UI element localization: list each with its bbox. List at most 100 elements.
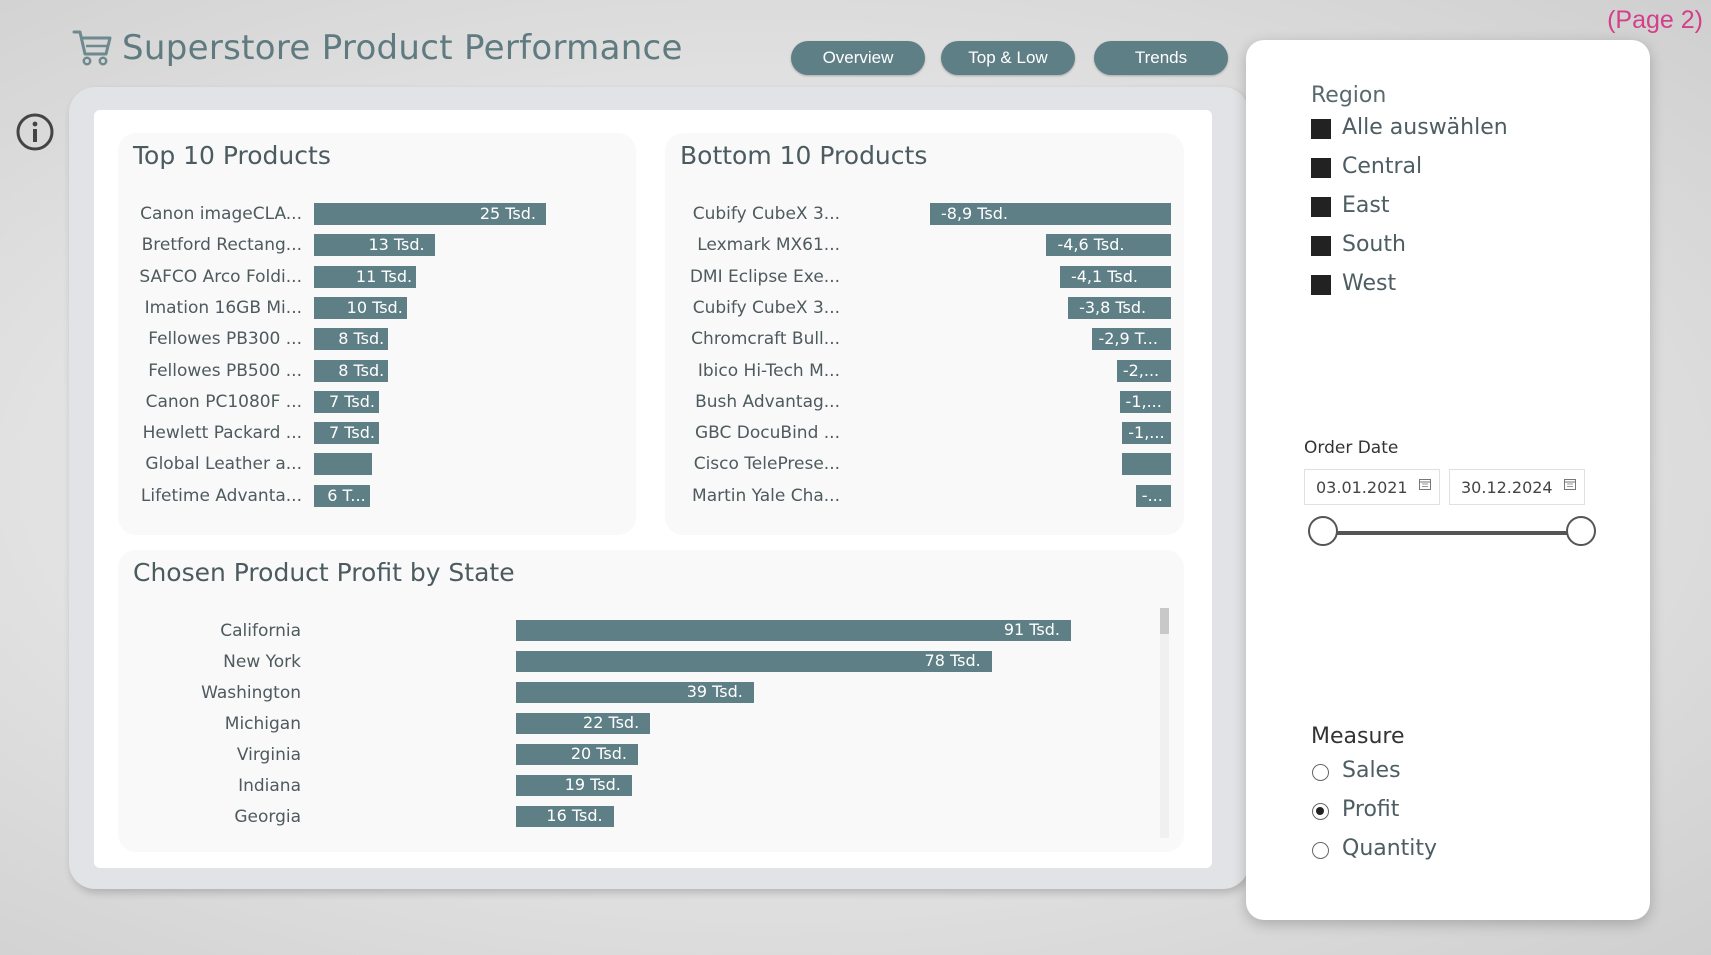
bar[interactable]: -2,...: [1116, 359, 1171, 382]
measure-option-label: Quantity: [1342, 836, 1438, 861]
product-label: Canon imageCLA...: [140, 204, 302, 224]
bar-value-label: 25 Tsd.: [479, 204, 536, 223]
radio-button[interactable]: [1312, 842, 1329, 859]
region-option-label: South: [1342, 232, 1406, 257]
measure-title: Measure: [1311, 724, 1405, 749]
checkbox[interactable]: [1311, 236, 1331, 256]
chart-title: Chosen Product Profit by State: [133, 558, 515, 587]
nav-button-top-low[interactable]: Top & Low: [941, 41, 1075, 75]
bar[interactable]: -1,...: [1122, 422, 1171, 445]
bar-value-label: 10 Tsd.: [346, 297, 403, 317]
region-option[interactable]: West: [1310, 271, 1560, 305]
checkbox[interactable]: [1311, 197, 1331, 217]
region-option-label: West: [1342, 271, 1397, 296]
info-icon[interactable]: [16, 113, 54, 151]
product-label: Chromcraft Bull...: [691, 329, 840, 350]
scrollbar-thumb[interactable]: [1160, 608, 1169, 634]
region-filter-title: Region: [1311, 83, 1387, 108]
scrollbar-track[interactable]: [1160, 608, 1169, 838]
page-note: (Page 2): [1607, 6, 1703, 34]
calendar-icon[interactable]: [1419, 478, 1431, 490]
bar[interactable]: [314, 453, 373, 476]
bar[interactable]: 78 Tsd.: [516, 651, 992, 672]
bar[interactable]: 7 Tsd.: [314, 422, 379, 445]
bar[interactable]: -...: [1135, 484, 1171, 507]
region-option-label: Central: [1342, 154, 1423, 179]
bar[interactable]: -4,6 Tsd.: [1046, 234, 1171, 257]
date-to-value: 30.12.2024: [1461, 477, 1553, 497]
nav-button-trends[interactable]: Trends: [1094, 41, 1228, 75]
measure-option[interactable]: Sales: [1311, 758, 1511, 792]
region-option[interactable]: Alle auswählen: [1310, 115, 1560, 149]
bar-value-label: 78 Tsd.: [924, 651, 981, 670]
product-label: Bretford Rectang...: [141, 235, 302, 256]
product-label: Bush Advantag...: [695, 391, 840, 412]
bar[interactable]: 6 T...: [314, 484, 370, 507]
bar[interactable]: -1,...: [1119, 390, 1171, 413]
bar-value-label: 16 Tsd.: [546, 806, 603, 825]
calendar-icon[interactable]: [1564, 478, 1576, 490]
bar-value-label: -1,...: [1128, 423, 1165, 443]
region-option[interactable]: Central: [1310, 154, 1560, 188]
bar[interactable]: 8 Tsd.: [314, 359, 389, 382]
bar-value-label: 13 Tsd.: [368, 235, 425, 255]
region-option[interactable]: South: [1310, 232, 1560, 266]
checkbox[interactable]: [1311, 119, 1331, 139]
bar[interactable]: 22 Tsd.: [516, 713, 651, 734]
bar-value-label: 8 Tsd.: [338, 360, 385, 380]
state-label: New York: [223, 652, 301, 672]
bar[interactable]: 10 Tsd.: [314, 296, 407, 319]
checkbox[interactable]: [1311, 158, 1331, 178]
product-label: Lexmark MX61...: [697, 235, 840, 256]
product-label: Hewlett Packard ...: [142, 423, 302, 444]
bar[interactable]: [1122, 453, 1171, 476]
bar-value-label: 6 T...: [327, 485, 366, 505]
bar-value-label: -8,9 Tsd.: [941, 204, 1009, 223]
region-option[interactable]: East: [1310, 193, 1560, 227]
date-range-start-handle[interactable]: [1308, 516, 1338, 546]
product-label: Cisco TelePrese...: [693, 454, 840, 475]
bar-value-label: 39 Tsd.: [686, 682, 743, 701]
bar-value-label: -2,...: [1122, 360, 1160, 380]
bar[interactable]: -8,9 Tsd.: [930, 203, 1171, 225]
bar[interactable]: -3,8 Tsd.: [1068, 296, 1171, 319]
date-from-input[interactable]: 03.01.2021: [1304, 469, 1440, 505]
radio-button[interactable]: [1312, 803, 1329, 820]
radio-button[interactable]: [1312, 764, 1329, 781]
product-label: Imation 16GB Mi...: [144, 297, 302, 318]
bar[interactable]: 20 Tsd.: [516, 744, 638, 765]
bar-value-label: -3,8 Tsd.: [1079, 297, 1147, 317]
date-to-input[interactable]: 30.12.2024: [1449, 469, 1585, 505]
bar[interactable]: 19 Tsd.: [516, 775, 632, 796]
bar-value-label: 11 Tsd.: [355, 266, 413, 286]
product-label: Ibico Hi-Tech M...: [697, 360, 840, 381]
bar-value-label: 91 Tsd.: [1003, 620, 1060, 639]
bar[interactable]: 25 Tsd.: [314, 203, 546, 225]
state-profit-chart: Chosen Product Profit by State Californi…: [118, 550, 1184, 852]
bar[interactable]: 8 Tsd.: [314, 328, 389, 351]
bar[interactable]: 7 Tsd.: [314, 390, 379, 413]
bar[interactable]: 13 Tsd.: [314, 234, 435, 257]
date-range-end-handle[interactable]: [1566, 516, 1596, 546]
checkbox[interactable]: [1311, 275, 1331, 295]
bar-value-label: -4,6 Tsd.: [1057, 235, 1125, 255]
product-label: Canon PC1080F ...: [145, 391, 302, 412]
bar[interactable]: 39 Tsd.: [516, 682, 754, 703]
order-date-title: Order Date: [1304, 438, 1399, 458]
bar[interactable]: -2,9 T...: [1092, 328, 1171, 351]
bar[interactable]: -4,1 Tsd.: [1059, 265, 1171, 288]
bar[interactable]: 16 Tsd.: [516, 806, 614, 827]
date-range-slider-track[interactable]: [1322, 531, 1582, 535]
bar[interactable]: 11 Tsd.: [314, 265, 417, 288]
product-label: Martin Yale Cha...: [692, 485, 840, 506]
header: Superstore Product Performance: [72, 28, 683, 68]
bar-value-label: 22 Tsd.: [583, 713, 640, 732]
nav-button-overview[interactable]: Overview: [791, 41, 925, 75]
measure-option[interactable]: Profit: [1311, 797, 1511, 831]
bar[interactable]: 91 Tsd.: [516, 620, 1071, 641]
measure-option[interactable]: Quantity: [1311, 836, 1511, 870]
top-10-products-chart: Top 10 Products Canon imageCLA... 25 Tsd.…: [118, 133, 636, 535]
chart-title: Bottom 10 Products: [680, 141, 928, 170]
product-label: SAFCO Arco Foldi...: [139, 266, 302, 287]
state-label: Michigan: [224, 714, 301, 734]
